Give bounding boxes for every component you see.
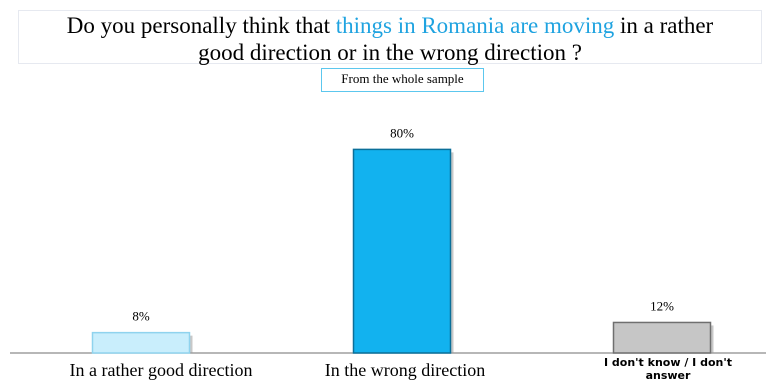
title-highlight: things in Romania are moving xyxy=(335,13,615,38)
category-label-0: In a rather good direction xyxy=(70,360,253,380)
category-label-1: In the wrong direction xyxy=(325,360,485,380)
labels-group: 8% 80% 12% In a rather good direction In the… xyxy=(70,125,732,380)
data-label-0: 8% xyxy=(132,309,150,324)
bar-0 xyxy=(91,331,191,354)
title-line2: good direction or in the wrong direction… xyxy=(198,40,582,65)
category-label-2: I don't know / I don't answer xyxy=(604,356,732,380)
chart-subtitle: From the whole sample xyxy=(321,68,484,92)
title-part1: Do you personally think that xyxy=(66,13,336,38)
data-label-2: 12% xyxy=(650,298,674,313)
bar-2 xyxy=(612,321,712,354)
bar-1 xyxy=(352,148,452,354)
title-part2: in a rather xyxy=(614,13,714,38)
data-label-1: 80% xyxy=(390,125,414,140)
bars-group xyxy=(91,148,714,354)
category-label-2-line1: I don't know / I don't xyxy=(604,356,732,369)
title-frame xyxy=(18,10,762,64)
category-label-2-line2: answer xyxy=(646,369,691,380)
chart-title: Do you personally think that things in R… xyxy=(18,12,762,66)
